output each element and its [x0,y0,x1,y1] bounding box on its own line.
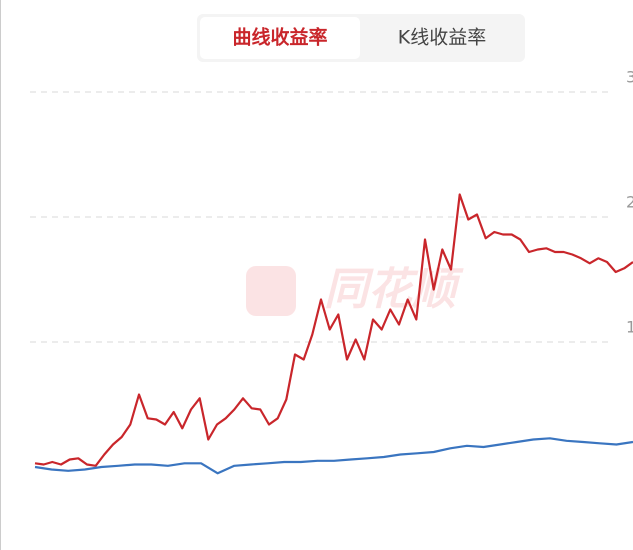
watermark-logo [246,266,296,316]
watermark: 同花顺 [324,264,464,315]
tab[interactable]: 曲线收益率 [232,26,327,49]
y-tick-label: 3 [626,68,633,87]
tab-active[interactable] [200,17,360,59]
y-tick-label: 1 [626,318,633,337]
tab[interactable]: K线收益率 [398,27,486,49]
series-line [34,437,633,475]
series-line [34,193,633,467]
y-tick-label: 2 [626,193,633,212]
